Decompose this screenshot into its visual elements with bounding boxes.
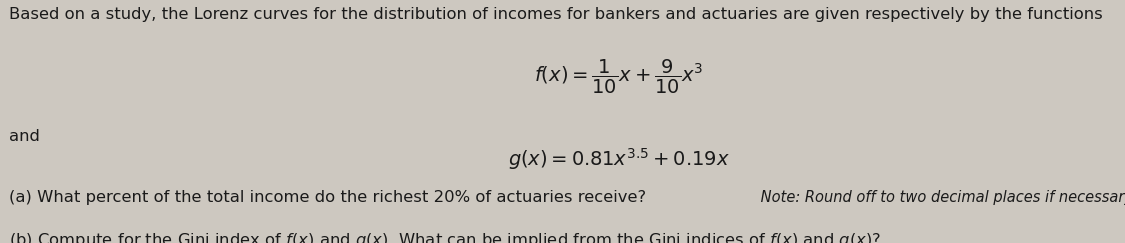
Text: (b) Compute for the Gini index of $f(x)$ and $g(x)$. What can be implied from th: (b) Compute for the Gini index of $f(x)$… xyxy=(9,231,881,243)
Text: (a) What percent of the total income do the richest 20% of actuaries receive?: (a) What percent of the total income do … xyxy=(9,190,646,205)
Text: and: and xyxy=(9,129,39,144)
Text: Based on a study, the Lorenz curves for the distribution of incomes for bankers : Based on a study, the Lorenz curves for … xyxy=(9,7,1102,22)
Text: Note: Round off to two decimal places if necessary.: Note: Round off to two decimal places if… xyxy=(756,190,1125,205)
Text: $g(x) = 0.81x^{3.5} + 0.19x$: $g(x) = 0.81x^{3.5} + 0.19x$ xyxy=(507,146,730,172)
Text: $f(x) = \dfrac{1}{10}x + \dfrac{9}{10}x^3$: $f(x) = \dfrac{1}{10}x + \dfrac{9}{10}x^… xyxy=(534,58,703,96)
